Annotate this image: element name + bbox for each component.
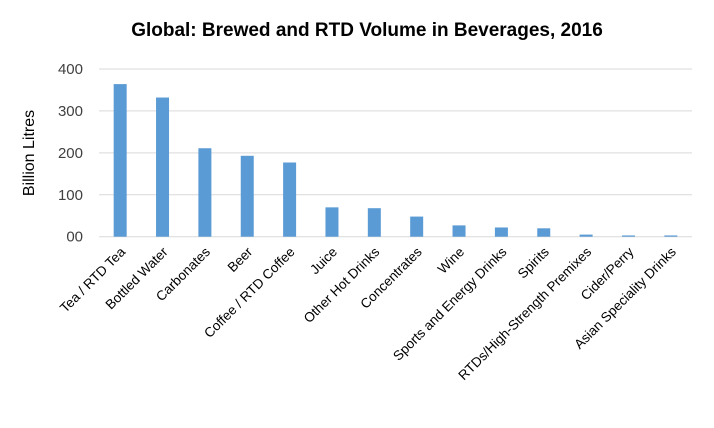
bar — [113, 84, 127, 237]
gridlines — [99, 68, 692, 238]
x-tick-label: Juice — [307, 244, 340, 277]
y-axis-ticks: 00 100 200 300 400 — [58, 61, 83, 246]
y-tick-label: 00 — [66, 229, 83, 246]
bar — [325, 207, 339, 237]
bar — [621, 235, 635, 237]
bar — [452, 225, 466, 237]
x-tick-label: Spirits — [515, 244, 552, 281]
bar — [494, 227, 508, 237]
x-tick-label: Beer — [225, 244, 256, 275]
bar — [537, 228, 551, 237]
bar — [367, 208, 381, 237]
bars — [113, 84, 678, 237]
bar — [410, 216, 424, 237]
chart-title: Global: Brewed and RTD Volume in Beverag… — [131, 20, 603, 41]
x-tick-label: Other Hot Drinks — [301, 244, 383, 326]
bar — [198, 148, 212, 237]
y-tick-label: 200 — [58, 145, 83, 162]
bar — [664, 235, 678, 237]
x-tick-label: Wine — [435, 244, 467, 276]
y-tick-label: 100 — [58, 187, 83, 204]
y-tick-label: 300 — [58, 103, 83, 120]
bar — [156, 97, 170, 237]
bar — [240, 155, 254, 237]
y-tick-label: 400 — [58, 61, 83, 78]
bar — [283, 162, 297, 237]
bar — [579, 234, 593, 237]
y-axis-label: Billion Litres — [21, 110, 38, 196]
